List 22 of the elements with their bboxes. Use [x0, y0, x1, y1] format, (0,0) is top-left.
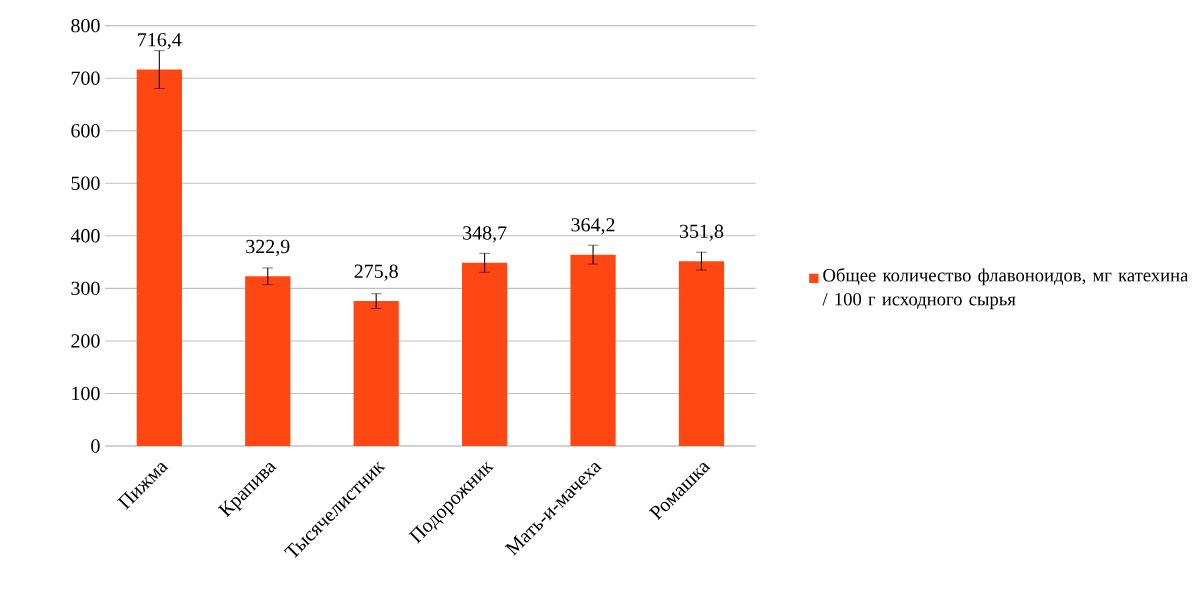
y-tick-label: 100: [72, 386, 100, 401]
data-label: 351,8: [679, 224, 724, 242]
data-label: 275,8: [354, 264, 398, 282]
y-tick-label: 0: [91, 439, 100, 453]
y-tick-label: 800: [71, 19, 100, 33]
data-label: 716,4: [138, 33, 182, 50]
legend-label: Общее количество флавоноидов, мг катехина / 100 г исходного сырья: [822, 268, 1189, 310]
y-tick-label: 400: [70, 229, 100, 243]
data-label: 364,2: [571, 218, 615, 235]
bar: [570, 254, 616, 447]
y-tick-label: 700: [71, 71, 100, 86]
bar: [353, 301, 399, 447]
data-label: 322,9: [246, 239, 290, 257]
y-tick-label: 500: [71, 176, 100, 191]
bar: [136, 69, 182, 447]
y-tick-label: 600: [71, 124, 100, 138]
bar: [245, 276, 291, 447]
bar: [678, 261, 725, 447]
data-label: 348,7: [463, 226, 507, 243]
bar: [462, 262, 508, 447]
y-tick-label: 300: [71, 281, 100, 296]
y-tick-label: 200: [71, 334, 100, 348]
